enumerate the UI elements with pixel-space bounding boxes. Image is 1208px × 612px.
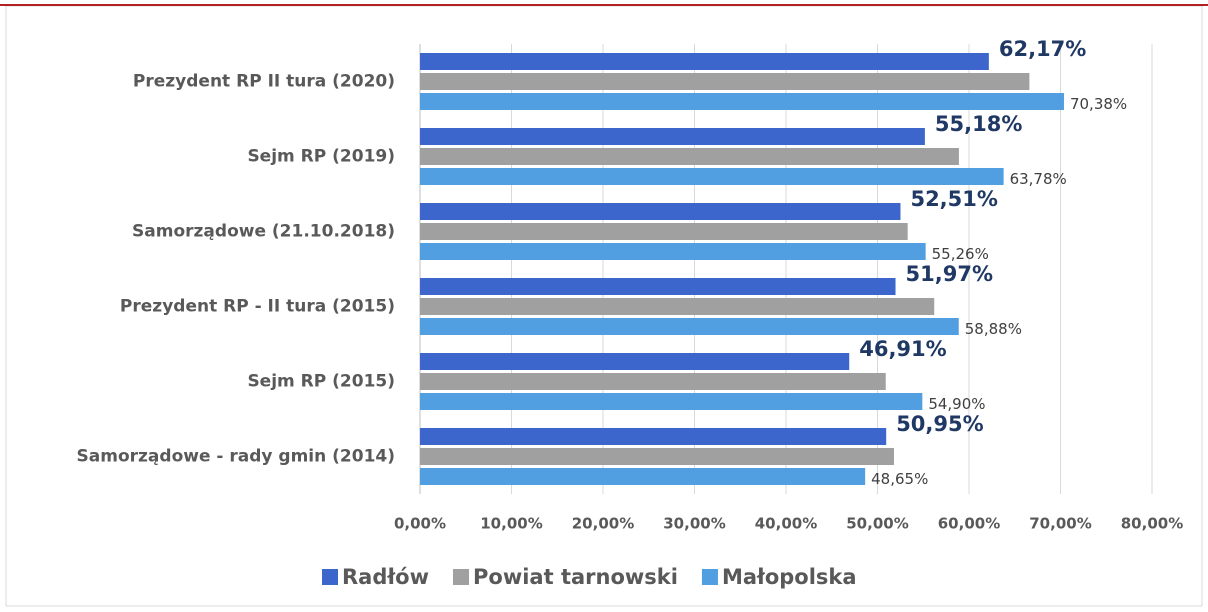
bar: [420, 148, 959, 165]
data-label: 55,26%: [932, 245, 989, 263]
bar: [420, 168, 1004, 185]
x-tick-label: 10,00%: [480, 515, 542, 533]
legend-label: Powiat tarnowski: [473, 565, 678, 589]
category-label: Sejm RP (2015): [247, 372, 395, 392]
bar: [420, 393, 923, 410]
bar: [420, 373, 886, 390]
category-label: Prezydent RP II tura (2020): [133, 72, 395, 92]
data-label: 58,88%: [965, 320, 1022, 338]
bar: [420, 468, 866, 485]
legend-swatch: [322, 569, 338, 585]
bar: [420, 93, 1064, 110]
x-tick-label: 70,00%: [1029, 515, 1091, 533]
bar: [420, 318, 959, 335]
data-label: 48,65%: [871, 470, 928, 488]
category-label: Samorządowe - rady gmin (2014): [77, 447, 395, 467]
bar: [420, 73, 1030, 90]
bar: [420, 53, 989, 70]
legend-swatch: [701, 569, 718, 585]
data-label: 63,78%: [1010, 170, 1067, 188]
legend-label: Radłów: [342, 565, 429, 589]
legend-label: Małopolska: [722, 565, 857, 589]
bar: [420, 278, 896, 295]
bar: [420, 243, 926, 260]
data-label: 50,95%: [896, 412, 983, 436]
data-label: 52,51%: [910, 187, 997, 211]
x-tick-label: 0,00%: [394, 515, 446, 533]
x-tick-label: 20,00%: [572, 515, 634, 533]
x-tick-label: 30,00%: [663, 515, 725, 533]
data-label: 54,90%: [928, 395, 985, 413]
x-tick-label: 50,00%: [846, 515, 908, 533]
bar: [420, 353, 850, 370]
x-tick-label: 60,00%: [938, 515, 1000, 533]
data-label: 62,17%: [999, 37, 1086, 61]
bar: [420, 223, 908, 240]
legend-swatch: [453, 569, 469, 585]
x-tick-label: 40,00%: [755, 515, 817, 533]
bar: [420, 298, 935, 315]
bar: [420, 428, 887, 445]
category-label: Sejm RP (2019): [247, 147, 395, 167]
x-tick-label: 80,00%: [1121, 515, 1183, 533]
category-label: Samorządowe (21.10.2018): [132, 222, 395, 242]
bar: [420, 448, 894, 465]
bar: [420, 203, 901, 220]
data-label: 51,97%: [906, 262, 993, 286]
category-label: Prezydent RP - II tura (2015): [120, 297, 395, 317]
data-label: 55,18%: [935, 112, 1022, 136]
data-label: 70,38%: [1070, 95, 1127, 113]
bar: [420, 128, 925, 145]
data-label: 46,91%: [859, 337, 946, 361]
